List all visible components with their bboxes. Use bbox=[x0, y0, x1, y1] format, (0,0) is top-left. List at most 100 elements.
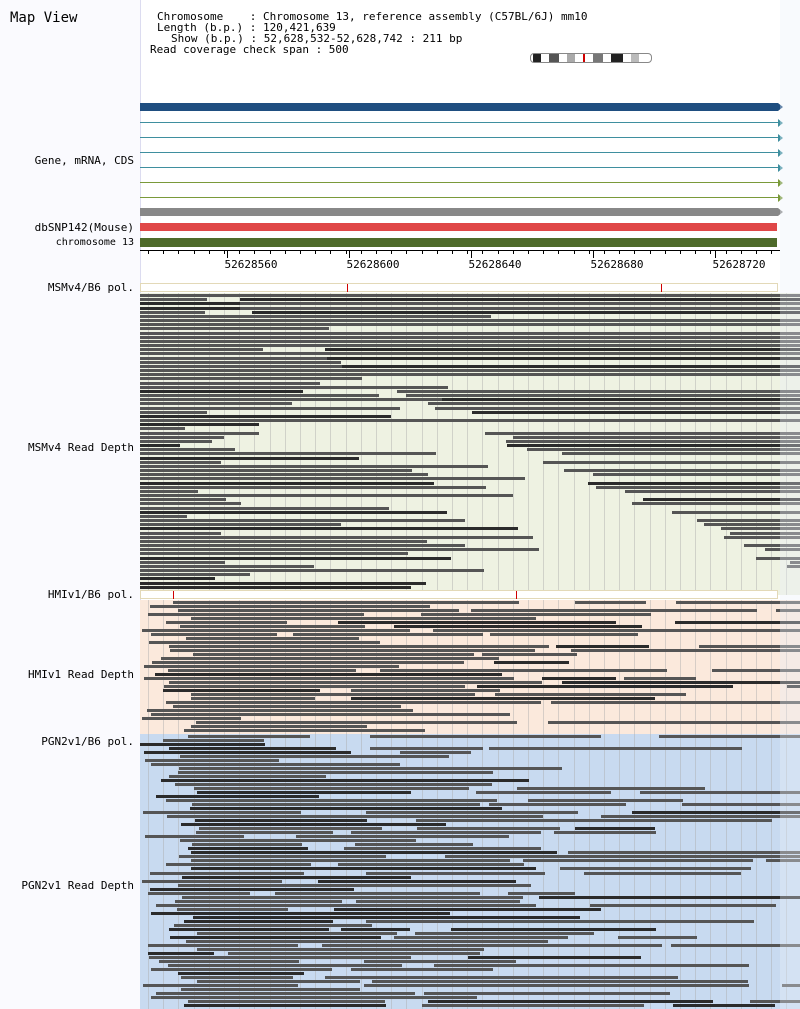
sequence-read[interactable] bbox=[433, 629, 800, 632]
sequence-read[interactable] bbox=[178, 771, 493, 774]
sequence-read[interactable] bbox=[182, 876, 411, 879]
sequence-read[interactable] bbox=[506, 440, 800, 443]
sequence-read[interactable] bbox=[366, 920, 754, 923]
sequence-read[interactable] bbox=[156, 992, 415, 995]
sequence-read[interactable] bbox=[166, 701, 541, 704]
sequence-read[interactable] bbox=[337, 352, 800, 355]
sequence-read[interactable] bbox=[143, 984, 298, 987]
sequence-read[interactable] bbox=[145, 835, 244, 838]
sequence-read[interactable] bbox=[156, 904, 536, 907]
sequence-read[interactable] bbox=[188, 847, 308, 850]
mrna-feature[interactable] bbox=[140, 122, 778, 123]
sequence-read[interactable] bbox=[140, 365, 344, 368]
sequence-read[interactable] bbox=[196, 831, 333, 834]
sequence-read[interactable] bbox=[140, 515, 188, 518]
sequence-read[interactable] bbox=[528, 799, 683, 802]
sequence-read[interactable] bbox=[380, 669, 667, 672]
sequence-read[interactable] bbox=[152, 661, 464, 664]
sequence-read[interactable] bbox=[140, 490, 199, 493]
sequence-read[interactable] bbox=[166, 621, 287, 624]
sequence-read[interactable] bbox=[556, 645, 649, 648]
sequence-read[interactable] bbox=[178, 884, 531, 887]
sequence-read[interactable] bbox=[181, 988, 360, 991]
sequence-read[interactable] bbox=[334, 908, 601, 911]
sequence-read[interactable] bbox=[140, 507, 389, 510]
sequence-read[interactable] bbox=[156, 795, 319, 798]
sequence-read[interactable] bbox=[168, 964, 402, 967]
sequence-read[interactable] bbox=[140, 540, 427, 543]
sequence-read[interactable] bbox=[560, 867, 751, 870]
sequence-read[interactable] bbox=[476, 791, 611, 794]
sequence-read[interactable] bbox=[338, 863, 524, 866]
sequence-read[interactable] bbox=[195, 819, 367, 822]
sequence-read[interactable] bbox=[184, 729, 425, 732]
sequence-read[interactable] bbox=[184, 920, 333, 923]
sequence-read[interactable] bbox=[575, 827, 655, 830]
sequence-read[interactable] bbox=[364, 960, 516, 963]
sequence-read[interactable] bbox=[140, 394, 379, 397]
sequence-read[interactable] bbox=[743, 544, 800, 547]
sequence-read[interactable] bbox=[191, 697, 315, 700]
sequence-read[interactable] bbox=[624, 490, 800, 493]
sequence-read[interactable] bbox=[191, 867, 536, 870]
sequence-read[interactable] bbox=[140, 415, 391, 418]
sequence-read[interactable] bbox=[296, 835, 509, 838]
sequence-read[interactable] bbox=[451, 928, 656, 931]
sequence-read[interactable] bbox=[142, 629, 410, 632]
sequence-read[interactable] bbox=[750, 1000, 800, 1003]
sequence-read[interactable] bbox=[170, 649, 535, 652]
sequence-read[interactable] bbox=[193, 653, 474, 656]
sequence-read[interactable] bbox=[149, 956, 411, 959]
sequence-read[interactable] bbox=[140, 465, 488, 468]
sequence-read[interactable] bbox=[175, 900, 342, 903]
sequence-read[interactable] bbox=[562, 681, 800, 684]
right-edge-strip[interactable] bbox=[780, 0, 800, 1009]
sequence-read[interactable] bbox=[495, 693, 686, 696]
mrna-feature[interactable] bbox=[140, 167, 778, 168]
sequence-read[interactable] bbox=[424, 992, 670, 995]
sequence-read[interactable] bbox=[151, 912, 450, 915]
cds-feature[interactable] bbox=[140, 208, 778, 216]
sequence-read[interactable] bbox=[199, 827, 382, 830]
sequence-read[interactable] bbox=[163, 689, 320, 692]
sequence-read[interactable] bbox=[554, 831, 656, 834]
sequence-read[interactable] bbox=[485, 432, 800, 435]
sequence-read[interactable] bbox=[675, 621, 800, 624]
sequence-read[interactable] bbox=[173, 705, 401, 708]
sequence-read[interactable] bbox=[179, 767, 562, 770]
sequence-read[interactable] bbox=[182, 896, 523, 899]
sequence-read[interactable] bbox=[624, 677, 696, 680]
sequence-read[interactable] bbox=[421, 613, 651, 616]
sequence-read[interactable] bbox=[140, 523, 341, 526]
snp-marker[interactable] bbox=[661, 284, 662, 292]
sequence-read[interactable] bbox=[428, 402, 800, 405]
sequence-read[interactable] bbox=[543, 461, 800, 464]
sequence-read[interactable] bbox=[166, 799, 497, 802]
sequence-read[interactable] bbox=[144, 665, 399, 668]
sequence-read[interactable] bbox=[571, 649, 800, 652]
sequence-read[interactable] bbox=[539, 896, 800, 899]
sequence-read[interactable] bbox=[551, 701, 800, 704]
sequence-read[interactable] bbox=[601, 815, 800, 818]
sequence-read[interactable] bbox=[191, 859, 510, 862]
sequence-read[interactable] bbox=[140, 390, 303, 393]
sequence-read[interactable] bbox=[148, 613, 364, 616]
sequence-read[interactable] bbox=[150, 888, 354, 891]
sequence-read[interactable] bbox=[140, 352, 456, 355]
sequence-read[interactable] bbox=[508, 892, 575, 895]
sequence-read[interactable] bbox=[489, 803, 626, 806]
sequence-read[interactable] bbox=[240, 302, 800, 305]
sequence-read[interactable] bbox=[140, 311, 205, 314]
mrna-feature[interactable] bbox=[140, 137, 778, 138]
msm-read-depth-panel[interactable] bbox=[140, 293, 800, 595]
sequence-read[interactable] bbox=[140, 743, 265, 746]
sequence-read[interactable] bbox=[406, 394, 800, 397]
sequence-read[interactable] bbox=[190, 807, 502, 810]
sequence-read[interactable] bbox=[140, 327, 330, 330]
sequence-read[interactable] bbox=[140, 440, 213, 443]
sequence-read[interactable] bbox=[140, 444, 181, 447]
sequence-read[interactable] bbox=[140, 573, 250, 576]
sequence-read[interactable] bbox=[140, 386, 448, 389]
sequence-read[interactable] bbox=[167, 815, 543, 818]
sequence-read[interactable] bbox=[140, 336, 393, 339]
